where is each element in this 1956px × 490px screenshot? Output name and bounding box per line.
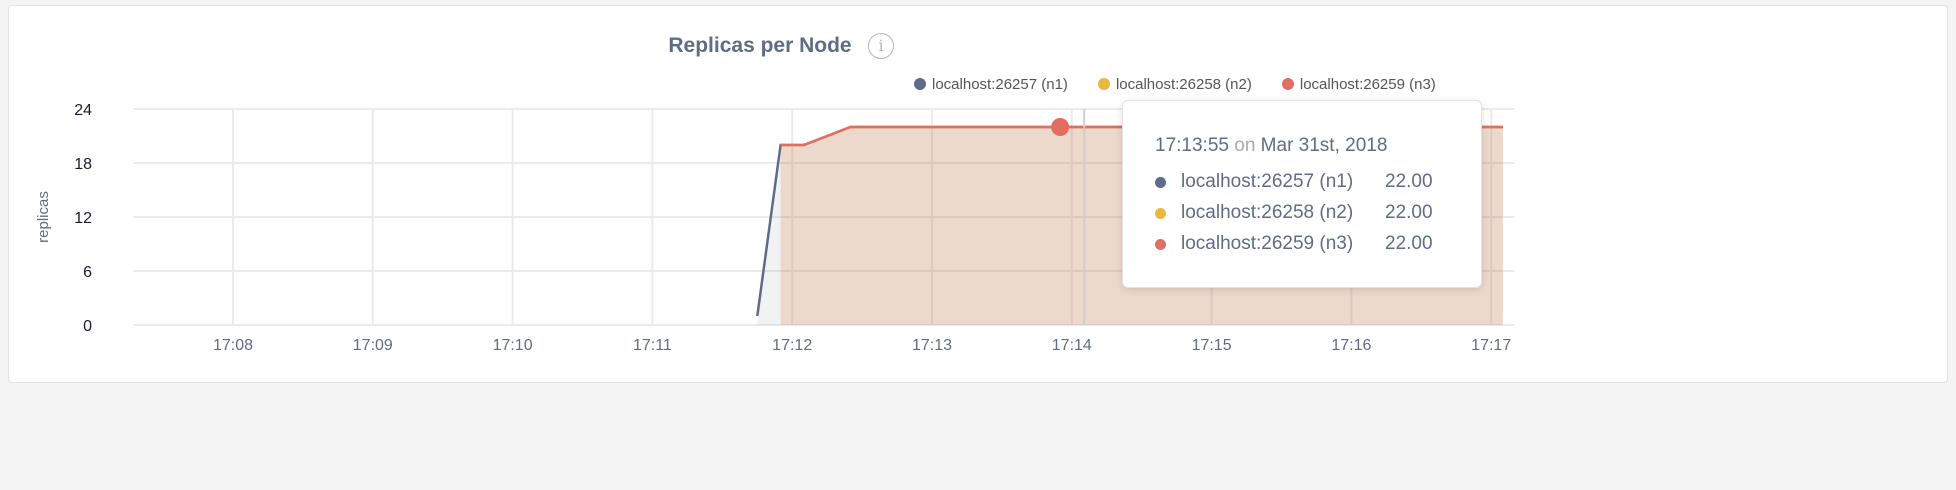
x-tick-label: 17:09 <box>353 337 393 354</box>
y-axis-label: replicas <box>35 191 52 243</box>
y-tick-label: 12 <box>74 210 92 227</box>
tooltip-row: localhost:26259 (n3) 22.00 <box>1155 233 1433 255</box>
x-tick-label: 17:08 <box>213 337 253 354</box>
series-dot <box>1155 176 1166 188</box>
tooltip-row: localhost:26258 (n2) 22.00 <box>1155 202 1433 224</box>
legend-item-n3[interactable]: localhost:26259 (n3) <box>1281 76 1436 93</box>
chart-title: Replicas per Node <box>668 34 852 57</box>
y-tick-label: 0 <box>83 318 92 335</box>
tooltip: 17:13:55 on Mar 31st, 2018 localhost:262… <box>1122 100 1482 288</box>
x-tick-label: 17:11 <box>633 337 672 354</box>
legend-item-n2[interactable]: localhost:26258 (n2) <box>1097 76 1252 93</box>
y-tick-label: 6 <box>83 264 92 281</box>
y-tick-label: 18 <box>74 156 92 173</box>
legend-item-n1[interactable]: localhost:26257 (n1) <box>914 76 1068 93</box>
chart-card <box>8 5 1948 383</box>
x-tick-label: 17:17 <box>1471 337 1511 354</box>
legend-dot <box>914 78 926 90</box>
y-tick-label: 24 <box>74 102 92 119</box>
legend: localhost:26257 (n1) localhost:26258 (n2… <box>914 76 1436 93</box>
x-tick-label: 17:15 <box>1192 337 1232 354</box>
x-tick-label: 17:16 <box>1331 337 1371 354</box>
info-icon[interactable]: i <box>868 33 894 59</box>
series-dot <box>1155 238 1166 250</box>
legend-dot <box>1097 78 1110 90</box>
tooltip-header: 17:13:55 on Mar 31st, 2018 <box>1155 135 1388 156</box>
x-tick-label: 17:13 <box>912 337 952 354</box>
x-tick-label: 17:14 <box>1052 337 1092 354</box>
hover-point <box>1051 118 1070 136</box>
series-dot <box>1155 207 1166 219</box>
x-tick-label: 17:12 <box>772 337 812 354</box>
legend-dot <box>1281 78 1294 90</box>
x-tick-label: 17:10 <box>493 337 533 354</box>
tooltip-row: localhost:26257 (n1) 22.00 <box>1155 171 1433 193</box>
